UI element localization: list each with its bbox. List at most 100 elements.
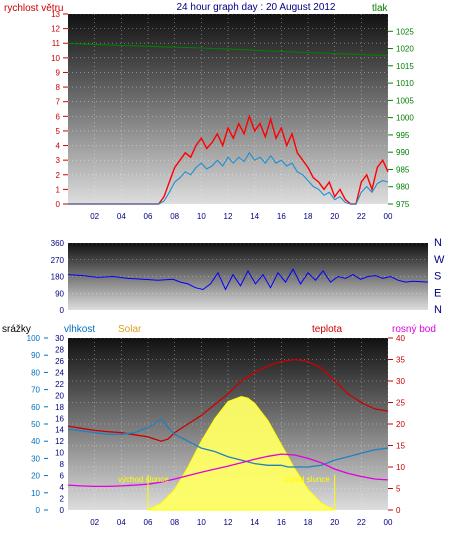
- temperature-tick: 30: [396, 377, 405, 386]
- x-tick: 02: [90, 212, 99, 221]
- humidity-tick: 30: [31, 454, 40, 463]
- rain-tick: 8: [60, 460, 65, 469]
- wind-speed-tick: 2: [56, 171, 61, 180]
- x-tick: 20: [330, 212, 339, 221]
- temperature-tick: 25: [396, 399, 405, 408]
- temp-humidity-panel: srážky vlhkost Solar teplota rosný bod 0…: [2, 324, 436, 527]
- humidity-tick: 50: [31, 420, 40, 429]
- wind-speed-tick: 7: [56, 98, 61, 107]
- x-tick: 06: [144, 212, 153, 221]
- humidity-tick: 20: [31, 472, 40, 481]
- rain-tick: 20: [55, 391, 64, 400]
- x-tick: 08: [170, 212, 179, 221]
- humidity-tick: 60: [31, 403, 40, 412]
- pressure-tick: 1000: [396, 114, 414, 123]
- x-tick: 00: [384, 212, 393, 221]
- chart-title: 24 hour graph day : 20 August 2012: [176, 2, 335, 13]
- series-solar: [147, 395, 335, 511]
- x-tick: 22: [357, 518, 366, 527]
- direction-degree-tick: 90: [55, 289, 64, 298]
- sun-annotations: východ slunce západ slunce: [118, 475, 336, 510]
- wind-speed-tick: 6: [56, 112, 61, 121]
- wind-speed-axis-label: rychlost větru: [4, 3, 63, 14]
- x-tick: 10: [197, 212, 206, 221]
- wind-speed-tick: 8: [56, 83, 61, 92]
- rain-axis-label: srážky: [2, 324, 31, 335]
- x-tick: 12: [224, 518, 233, 527]
- x-tick: 04: [117, 212, 126, 221]
- temperature-tick: 0: [396, 506, 401, 515]
- pressure-tick: 980: [396, 183, 410, 192]
- series-dewpoint: [67, 453, 389, 488]
- wind-speed-tick: 3: [56, 156, 61, 165]
- compass-tick: S: [434, 271, 441, 283]
- direction-degree-tick: 180: [51, 273, 65, 282]
- pressure-axis-label: tlak: [372, 3, 389, 14]
- humidity-axis-label: vlhkost: [64, 324, 95, 335]
- direction-degree-tick: 0: [60, 306, 65, 315]
- compass-tick: W: [434, 254, 445, 266]
- temperature-axis: 0 5 10 15 20 25 30 35 40: [388, 334, 405, 515]
- rain-tick: 18: [55, 403, 64, 412]
- rain-tick: 16: [55, 414, 64, 423]
- x-tick: 10: [197, 518, 206, 527]
- temperature-tick: 10: [396, 463, 405, 472]
- rain-tick: 30: [55, 334, 64, 343]
- wind-speed-tick: 0: [56, 200, 61, 209]
- direction-degree-tick: 360: [51, 239, 65, 248]
- rain-tick: 10: [55, 449, 64, 458]
- wind-speed-tick: 4: [56, 142, 61, 151]
- temperature-axis-label: teplota: [312, 324, 342, 335]
- temp-x-axis: 02 04 06 08 10 12 14 16 18 20 22 00: [90, 518, 393, 527]
- compass-tick: E: [434, 287, 441, 299]
- rain-tick: 28: [55, 345, 64, 354]
- temperature-tick: 35: [396, 356, 405, 365]
- wind-speed-tick: 9: [56, 68, 61, 77]
- x-tick: 16: [277, 212, 286, 221]
- temp-series: [67, 358, 389, 488]
- wind-pressure-panel: 24 hour graph day : 20 August 2012 rychl…: [4, 2, 414, 221]
- pressure-tick: 975: [396, 200, 410, 209]
- series-direction: [67, 268, 429, 291]
- solar-series: [147, 395, 335, 511]
- direction-degree-tick: 270: [51, 256, 65, 265]
- humidity-tick: 90: [31, 351, 40, 360]
- series-wind_gust: [68, 114, 389, 205]
- series-pressure: [67, 42, 389, 57]
- temperature-tick: 5: [396, 485, 401, 494]
- rain-tick: 24: [55, 368, 64, 377]
- rain-tick: 2: [60, 495, 65, 504]
- wind-speed-tick: 5: [56, 127, 61, 136]
- compass-tick: N: [434, 237, 442, 249]
- pressure-tick: 1025: [396, 27, 414, 36]
- pressure-tick: 1005: [396, 96, 414, 105]
- wind-speed-tick: 12: [51, 25, 60, 34]
- humidity-tick: 70: [31, 386, 40, 395]
- direction-degree-axis: 0 90 180 270 360: [51, 239, 65, 315]
- wind-speed-tick: 10: [51, 54, 60, 63]
- x-tick: 00: [384, 518, 393, 527]
- humidity-tick: 10: [31, 489, 40, 498]
- x-tick: 14: [250, 212, 259, 221]
- series-wind_avg: [68, 151, 389, 205]
- rain-tick: 0: [60, 506, 65, 515]
- direction-grid: [68, 242, 428, 311]
- direction-series: [67, 268, 429, 291]
- pressure-tick: 985: [396, 165, 410, 174]
- x-tick: 18: [304, 212, 313, 221]
- sunrise-label: východ slunce: [118, 475, 169, 484]
- solar-axis-label: Solar: [118, 324, 142, 335]
- rain-tick: 4: [60, 483, 65, 492]
- x-tick: 04: [117, 518, 126, 527]
- rain-tick: 6: [60, 472, 65, 481]
- x-tick: 20: [330, 518, 339, 527]
- x-tick: 08: [170, 518, 179, 527]
- pressure-tick: 1010: [396, 79, 414, 88]
- pressure-tick: 995: [396, 131, 410, 140]
- wind-series: [67, 42, 389, 205]
- pressure-tick: 1020: [396, 45, 414, 54]
